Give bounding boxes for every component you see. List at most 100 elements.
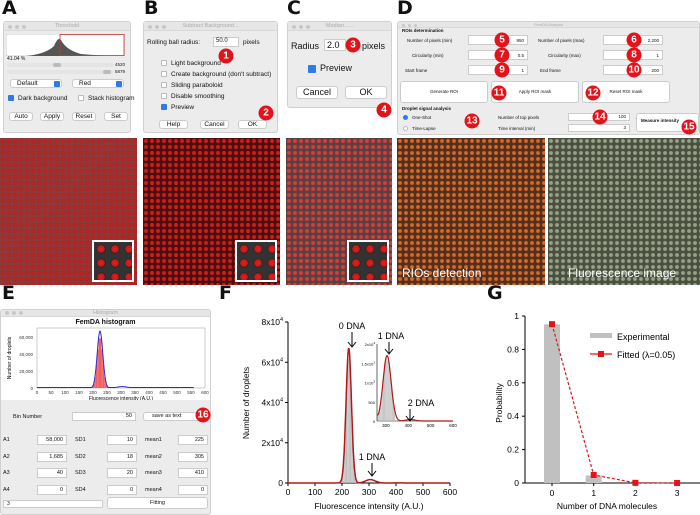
select-arrows-icon — [54, 81, 60, 87]
param-input[interactable]: 58,000 — [37, 435, 67, 445]
param-input[interactable]: 225 — [178, 435, 208, 445]
zoom-inset — [347, 240, 389, 282]
median-ok-button[interactable]: OK — [345, 86, 387, 99]
param-input[interactable]: 20 — [107, 468, 137, 478]
inset-x-tick-label: 400 — [405, 423, 413, 428]
x-tick-label: 400 — [145, 390, 153, 395]
histogram-plot-title: FemDA histogram — [75, 319, 136, 326]
param-input[interactable]: 10 — [107, 435, 137, 445]
step-badge-10: 10 — [626, 62, 642, 78]
x-axis-label: Number of DNA molecules — [557, 501, 657, 511]
param-input[interactable]: 40 — [37, 468, 67, 478]
generate-roi-button[interactable]: Generate ROI — [400, 81, 488, 103]
param-input[interactable]: 410 — [178, 468, 208, 478]
pixels-min-label: Number of pixels (min) — [407, 38, 453, 43]
threshold-histogram — [6, 34, 125, 56]
x-tick-label: 600 — [443, 487, 457, 497]
time-interval-input[interactable]: 3 — [568, 124, 630, 132]
inset-y-tick-label: 1x103 — [365, 380, 376, 386]
x-tick-label: 150 — [75, 390, 83, 395]
inset-histogram-bar — [390, 386, 392, 421]
threshold-image — [0, 138, 137, 285]
median-preview-checkbox[interactable]: Preview — [308, 63, 352, 73]
reset-button[interactable]: Reset — [72, 112, 96, 121]
inset-histogram-bar — [387, 360, 389, 421]
bin-number-input[interactable]: 50 — [72, 412, 136, 421]
y-tick-label: 0.2 — [507, 445, 519, 455]
panel-label-f: F — [219, 282, 232, 304]
inset-histogram-bar — [385, 361, 387, 421]
median-cancel-button[interactable]: Cancel — [296, 86, 338, 99]
x-axis-label: Fluorescence intensity (A.U.) — [89, 396, 154, 400]
arrow-down-icon — [347, 332, 357, 348]
light-background-checkbox[interactable]: Light background — [161, 60, 221, 67]
method-select[interactable]: Default — [10, 79, 62, 88]
histogram-bar — [346, 386, 348, 483]
color-select[interactable]: Red — [72, 79, 124, 88]
x-tick-label: 500 — [416, 487, 430, 497]
time-lapse-radio[interactable]: Time-Lapse — [403, 126, 436, 132]
step-badge-6: 6 — [626, 32, 642, 48]
y-tick-label: 1 — [514, 311, 519, 321]
param-label: A3 — [3, 470, 10, 476]
param-input[interactable]: 305 — [178, 451, 208, 462]
preview-checkbox[interactable]: Preview — [161, 104, 194, 111]
param-input[interactable]: 0 — [107, 484, 137, 495]
param-input[interactable]: 0 — [37, 484, 67, 495]
stack-histogram-checkbox[interactable]: Stack histogram — [78, 95, 135, 102]
histogram-bar — [95, 364, 98, 388]
fit-curve — [37, 330, 194, 388]
step-badge-8: 8 — [626, 47, 642, 63]
sliding-paraboloid-checkbox[interactable]: Sliding paraboloid — [161, 82, 223, 89]
max-slider[interactable] — [7, 70, 113, 74]
auto-button[interactable]: Auto — [9, 112, 33, 121]
arrow-down-icon — [367, 463, 377, 477]
inset-y-tick-label: 1.5x103 — [361, 360, 375, 366]
histogram-bar — [107, 386, 109, 388]
x-tick-label: 1 — [591, 488, 596, 498]
fluorescence-caption: Fluorescence image — [568, 266, 677, 280]
param-label: SD2 — [75, 453, 86, 460]
y-axis-label: Number of droplets — [7, 336, 13, 379]
radius-input[interactable]: 50.0 — [213, 37, 239, 47]
inset-histogram-bar — [377, 415, 379, 421]
fitted-point — [590, 471, 597, 478]
param-label: A4 — [3, 486, 10, 493]
param-input[interactable]: 18 — [107, 451, 137, 462]
x-tick-label: 0 — [550, 488, 555, 498]
min-slider[interactable] — [7, 63, 113, 67]
param-input[interactable]: 1,685 — [37, 451, 67, 462]
min-value: 4520 — [115, 62, 126, 67]
annotation-0-dna: 0 DNA — [339, 321, 366, 331]
create-background-checkbox[interactable]: Create background (don't subtract) — [161, 71, 271, 78]
peaks-select[interactable]: 3 — [3, 500, 103, 508]
dark-background-checkbox[interactable]: Dark background — [8, 95, 68, 102]
ok-button[interactable]: OK — [238, 120, 267, 129]
x-tick-label: 200 — [89, 390, 97, 395]
set-button[interactable]: Set — [104, 112, 128, 121]
y-tick-label: 0 — [278, 478, 283, 488]
arrow-down-icon — [384, 342, 394, 355]
x-tick-label: 2 — [633, 488, 638, 498]
cancel-button[interactable]: Cancel — [200, 120, 229, 129]
reset-roi-mask-button[interactable]: Reset ROI mask — [582, 81, 670, 103]
disable-smoothing-checkbox[interactable]: Disable smoothing — [161, 93, 224, 100]
panel-label-d: D — [397, 0, 413, 19]
legend-fitted-marker — [598, 351, 604, 357]
median-radius-input[interactable]: 2.0 — [324, 39, 346, 51]
inset-x-tick-label: 300 — [382, 423, 390, 428]
param-label: SD1 — [75, 437, 86, 443]
inset-y-tick-label: 500 — [368, 400, 375, 405]
median-dialog: Median...... Radius 2.0 pixels Preview C… — [287, 21, 392, 108]
inset-x-tick-label: 600 — [449, 423, 457, 428]
subtract-background-dialog: Subtract Background... Rolling ball radi… — [143, 21, 278, 133]
help-button[interactable]: Help — [159, 120, 188, 129]
threshold-title: Threshold — [54, 23, 80, 29]
radius-units: pixels — [243, 39, 260, 46]
histogram-bar — [355, 480, 357, 483]
one-shot-radio[interactable]: One-Shot — [403, 115, 431, 121]
histogram-bar — [102, 364, 105, 388]
apply-button[interactable]: Apply — [40, 112, 64, 121]
param-input[interactable]: 0 — [178, 484, 208, 495]
fitting-button[interactable]: Fitting — [107, 497, 208, 509]
